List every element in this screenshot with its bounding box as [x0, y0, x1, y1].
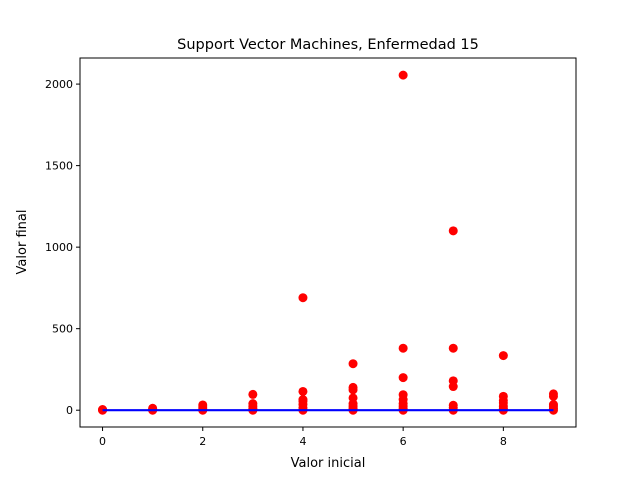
scatter-point	[548, 389, 558, 399]
scatter-point	[298, 293, 308, 303]
scatter-point	[448, 400, 458, 410]
scatter-point	[548, 400, 558, 409]
scatter-point	[198, 400, 208, 410]
scatter-point	[348, 382, 358, 392]
scatter-point	[448, 343, 458, 353]
y-tick-label: 0	[66, 404, 73, 417]
y-tick-label: 1000	[45, 241, 73, 254]
scatter-point	[498, 391, 508, 401]
scatter-point	[398, 373, 408, 383]
x-tick-label: 8	[500, 435, 507, 448]
axes-frame	[79, 57, 577, 428]
scatter-point	[448, 376, 458, 386]
scatter-point	[248, 399, 258, 409]
plot-area	[98, 70, 558, 415]
x-axis-label: Valor inicial	[291, 456, 366, 471]
scatter-point	[348, 393, 358, 403]
scatter-point	[248, 389, 258, 399]
scatter-point	[298, 395, 308, 405]
scatter-point	[298, 386, 308, 396]
chart-title: Support Vector Machines, Enfermedad 15	[177, 37, 479, 53]
x-tick-label: 2	[199, 435, 206, 448]
scatter-point	[498, 351, 508, 361]
y-tick-label: 1500	[45, 160, 73, 173]
scatter-point	[348, 359, 358, 369]
scatter-point	[398, 390, 408, 400]
scatter-point	[448, 226, 458, 236]
scatter-point	[398, 70, 408, 80]
x-tick-label: 0	[99, 435, 106, 448]
y-tick-label: 2000	[45, 78, 73, 91]
axes: 0 2 4 6 8 0 500 1000 1500 2000	[45, 78, 507, 448]
y-axis-label: Valor final	[15, 210, 30, 275]
scatter-point	[148, 403, 158, 413]
x-tick-label: 6	[400, 435, 407, 448]
scatter-point	[398, 343, 408, 353]
y-tick-label: 500	[52, 323, 73, 336]
x-tick-label: 4	[299, 435, 306, 448]
